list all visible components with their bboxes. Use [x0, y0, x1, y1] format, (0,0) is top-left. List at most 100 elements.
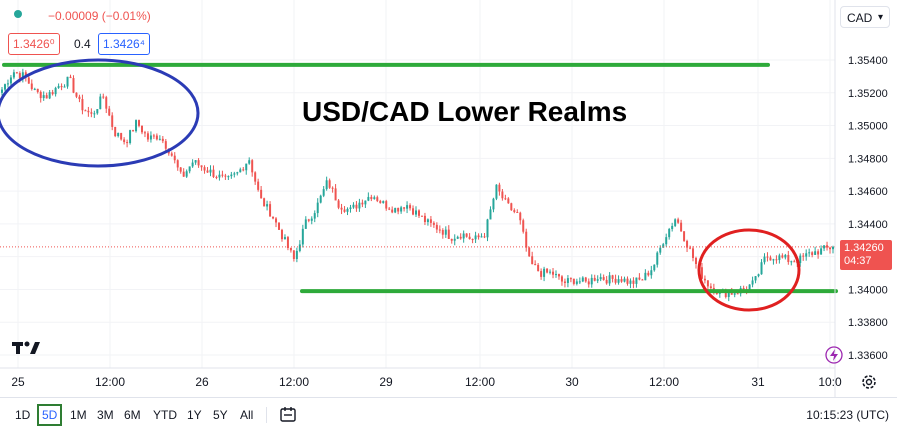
candle-body: [349, 207, 352, 209]
candle-body: [138, 120, 141, 126]
candle-body: [549, 271, 552, 273]
lightning-icon[interactable]: [825, 346, 843, 364]
candle-body: [27, 77, 30, 84]
candle-body: [278, 222, 280, 230]
candle-body: [748, 284, 751, 290]
candle-body: [394, 207, 397, 213]
range-3m-button[interactable]: 3M: [97, 408, 114, 422]
calendar-icon[interactable]: [279, 405, 297, 423]
candle-body: [161, 138, 164, 142]
bar-countdown: 04:37: [844, 255, 872, 267]
candle-body: [605, 279, 608, 284]
candle-body: [599, 277, 602, 280]
range-all-button[interactable]: All: [240, 408, 254, 422]
candle-body: [519, 212, 522, 221]
candle-body: [334, 188, 337, 201]
candle-body: [245, 163, 248, 171]
candle-body: [367, 196, 370, 201]
candle-body: [641, 279, 644, 281]
range-1y-button[interactable]: 1Y: [187, 408, 202, 422]
buy-button[interactable]: 1.3426⁴: [98, 33, 150, 55]
candle-body: [692, 248, 695, 258]
candle-body: [409, 205, 412, 209]
candle-body: [170, 153, 173, 156]
candle-body: [415, 210, 418, 215]
candle-body: [757, 274, 760, 277]
candle-body: [611, 275, 614, 279]
candle-body: [185, 171, 188, 177]
candle-body: [686, 240, 689, 248]
candle-body: [182, 171, 185, 177]
candle-body: [608, 275, 611, 284]
candle-body: [763, 256, 766, 263]
candle-body: [569, 278, 572, 280]
candles: [1, 68, 834, 302]
candle-body: [546, 268, 549, 273]
candle-body: [635, 277, 638, 284]
settings-gear-icon[interactable]: [860, 373, 878, 391]
candle-body: [102, 96, 105, 98]
candle-body: [793, 261, 796, 263]
candle-body: [590, 277, 593, 285]
candle-body: [513, 210, 516, 212]
candle-body: [66, 76, 69, 87]
candle-body: [510, 203, 513, 211]
candle-body: [93, 113, 96, 115]
candle-body: [623, 278, 626, 282]
candle-body: [435, 224, 438, 230]
candle-body: [537, 264, 540, 272]
candle-body: [260, 189, 263, 199]
range-1m-button[interactable]: 1M: [70, 408, 87, 422]
candle-body: [617, 279, 620, 283]
candle-body: [75, 92, 78, 97]
range-1d-button[interactable]: 1D: [15, 408, 31, 422]
candle-body: [42, 95, 45, 99]
candle-body: [516, 211, 519, 213]
candle-body: [799, 255, 802, 264]
range-5y-button[interactable]: 5Y: [213, 408, 228, 422]
range-6m-button[interactable]: 6M: [124, 408, 141, 422]
candle-body: [54, 87, 57, 95]
candle-body: [560, 276, 563, 282]
sell-button[interactable]: 1.3426⁰: [8, 33, 60, 55]
candle-body: [84, 110, 87, 112]
candle-body: [444, 229, 447, 235]
tradingview-logo-icon[interactable]: [12, 340, 42, 356]
candle-body: [391, 209, 394, 213]
candle-body: [164, 141, 167, 149]
candle-body: [200, 165, 203, 168]
time-tick-label: 12:00: [279, 375, 309, 389]
price-tick-label: 1.35000: [848, 121, 888, 133]
price-tick-label: 1.33800: [848, 317, 888, 329]
candle-body: [420, 215, 423, 217]
candle-body: [18, 73, 21, 79]
range-5d-button[interactable]: 5D: [37, 404, 63, 426]
candle-body: [385, 201, 388, 209]
candle-body: [269, 204, 272, 217]
candle-body: [325, 180, 328, 190]
candle-body: [129, 130, 132, 143]
candle-body: [6, 83, 9, 85]
candle-body: [194, 160, 197, 163]
candle-body: [555, 274, 557, 276]
currency-select[interactable]: CAD ▾: [840, 6, 890, 28]
candle-body: [39, 91, 42, 99]
candle-body: [132, 130, 135, 132]
candle-body: [465, 233, 468, 237]
candle-body: [674, 219, 677, 226]
candle-body: [373, 197, 376, 200]
candle-body: [826, 245, 829, 248]
candle-body: [295, 250, 298, 259]
candle-body: [578, 281, 581, 283]
candle-body: [382, 201, 385, 203]
candle-body: [557, 274, 560, 277]
candle-body: [328, 180, 331, 188]
candle-body: [307, 219, 310, 221]
range-ytd-button[interactable]: YTD: [153, 408, 177, 422]
candle-body: [772, 259, 775, 261]
candle-body: [426, 219, 429, 223]
candle-body: [215, 176, 218, 178]
candle-body: [140, 125, 143, 133]
candle-body: [176, 160, 179, 168]
